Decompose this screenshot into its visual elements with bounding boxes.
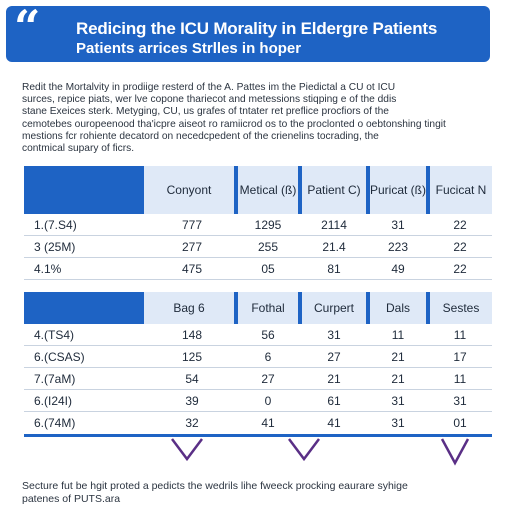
table-cell: 21.4 [322,240,346,254]
table-cell: 17 [453,350,467,364]
column-header: Fucicat N [430,166,492,214]
results-table-1: Conyont Metical (ß) Patient C) Puricat (… [24,166,492,280]
table-cell: 148 [181,328,203,342]
table-cell: 0 [264,394,272,408]
row-label: 6.(CSAS) [34,350,85,364]
table-cell: 27 [261,372,275,386]
table-cell: 21 [391,372,405,386]
table-cell: 31 [327,328,341,342]
intro-line: mestions fcr rohiente decatord on necedc… [22,130,379,142]
page-subtitle: Patients arrices Strlles in hoper [76,40,302,57]
table-cell: 475 [181,262,203,276]
page-title: Redicing the ICU Morality in Eldergre Pa… [76,19,438,38]
row-label: 4.1% [34,262,62,276]
column-header: Conyont [144,166,234,214]
table-cell: 11 [391,328,405,342]
table-cell: 41 [327,416,341,430]
title-banner: “ Redicing the ICU Morality in Eldergre … [6,0,490,62]
intro-line: surces, repice piats, wer lve copone tha… [22,94,397,106]
column-header: Bag 6 [144,292,234,324]
table-cell: 6 [264,350,272,364]
row-label: 6.(I24I) [34,394,73,408]
table-cell: 277 [181,240,203,254]
quote-mark-icon: “ [14,0,41,54]
intro-line: contmical supary of ficrs. [22,143,135,155]
chevron-down-icon [288,438,320,462]
table-cell: 22 [453,218,467,232]
table-cell: 31 [391,218,405,232]
table-cell: 31 [391,416,405,430]
table-cell: 61 [327,394,341,408]
table-cell: 777 [181,218,203,232]
table-row: 1.(7.S4) 777 1295 2114 31 22 [24,214,492,236]
row-label: 7.(7aM) [34,372,76,386]
table-cell: 21 [327,372,341,386]
row-label: 6.(74M) [34,416,76,430]
table-cell: 41 [261,416,275,430]
column-header: Curpert [302,292,366,324]
table-cell: 11 [453,372,467,386]
table-cell: 05 [261,262,275,276]
row-label: 4.(TS4) [34,328,75,342]
table-cell: 31 [453,394,467,408]
intro-line: cemotebes ouropeenood tha'icpre aiseot r… [22,118,446,130]
table-row: 3 (25M) 277 255 21.4 223 22 [24,236,492,258]
row-label: 3 (25M) [34,240,76,254]
results-table-2: Bag 6 Fothal Curpert Dals Sestes 4.(TS4)… [24,292,492,434]
table-cell: 39 [185,394,199,408]
table-header: Conyont Metical (ß) Patient C) Puricat (… [24,166,492,214]
footer-note: Secture fut be hgit proted a pedicts the… [22,480,498,506]
table-cell: 125 [181,350,203,364]
table-cell: 11 [453,328,467,342]
row-label: 1.(7.S4) [34,218,77,232]
chevron-down-icon [171,438,203,462]
table-cell: 01 [453,416,467,430]
table-cell: 255 [257,240,279,254]
table-cell: 22 [453,262,467,276]
table-cell: 223 [387,240,409,254]
column-header: Patient C) [302,166,366,214]
footer-line: Secture fut be hgit proted a pedicts the… [22,480,408,492]
footer-line: patenes of PUTS.ara [22,493,121,505]
intro-line: stane Exeices sterk. Metyging, CU, us gr… [22,106,389,118]
table-cell: 49 [391,262,405,276]
column-header: Puricat (ß) [370,166,426,214]
table-cell: 21 [391,350,405,364]
table-cell: 56 [261,328,275,342]
column-header: Fothal [238,292,298,324]
table-cell: 54 [185,372,199,386]
table-row: 6.(I24I) 39 0 61 31 31 [24,390,492,412]
table-cell: 32 [185,416,199,430]
table-bottom-rule [24,434,492,437]
table-row: 6.(74M) 32 41 41 31 01 [24,412,492,434]
table-cell: 81 [327,262,341,276]
chevron-down-icon [440,438,470,466]
column-header: Sestes [430,292,492,324]
table-cell: 1295 [254,218,282,232]
intro-paragraph: Redit the Mortalvity in prodiige resterd… [22,82,492,155]
table-row: 4.(TS4) 148 56 31 11 11 [24,324,492,346]
column-header: Metical (ß) [238,166,298,214]
table-row: 4.1% 475 05 81 49 22 [24,258,492,280]
table-cell: 27 [327,350,341,364]
table-header: Bag 6 Fothal Curpert Dals Sestes [24,292,492,324]
intro-line: Redit the Mortalvity in prodiige resterd… [22,82,396,93]
table-row: 6.(CSAS) 125 6 27 21 17 [24,346,492,368]
table-cell: 2114 [321,218,347,232]
table-cell: 22 [453,240,467,254]
table-row: 7.(7aM) 54 27 21 21 11 [24,368,492,390]
column-header: Dals [370,292,426,324]
table-cell: 31 [391,394,405,408]
